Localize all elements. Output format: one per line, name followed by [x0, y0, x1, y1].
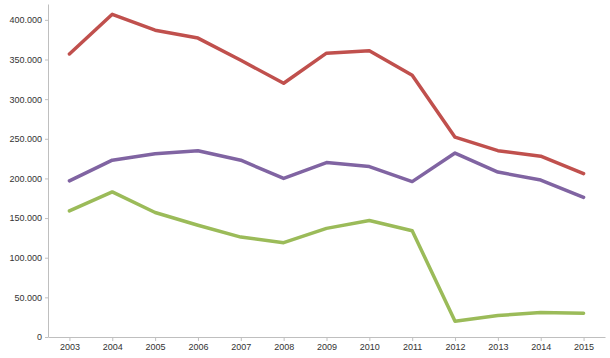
x-tick-label: 2014	[531, 342, 551, 352]
y-tick-mark	[45, 60, 48, 61]
x-tick-mark	[112, 337, 113, 341]
x-tick: 2007	[231, 337, 251, 352]
y-tick-label: 350.000	[9, 55, 42, 65]
x-tick-label: 2011	[403, 342, 422, 352]
x-tick: 2003	[60, 337, 80, 352]
x-tick-label: 2013	[488, 342, 508, 352]
y-tick-label: 200.000	[9, 174, 42, 184]
x-tick-mark	[498, 337, 499, 341]
x-tick: 2011	[403, 337, 422, 352]
series-line	[69, 151, 583, 198]
x-tick: 2010	[360, 337, 380, 352]
y-tick: 350.000	[9, 55, 48, 65]
y-axis: 0 50.000 100.000 150.000 200.000 250.000 300.0…	[9, 5, 48, 343]
x-tick: 2012	[446, 337, 466, 352]
y-tick: 150.000	[9, 213, 48, 223]
x-tick-label: 2004	[103, 342, 123, 352]
y-tick-label: 300.000	[9, 95, 42, 105]
x-tick-label: 2006	[188, 342, 208, 352]
x-tick: 2005	[146, 337, 166, 352]
chart: 0 50.000 100.000 150.000 200.000 250.000 300.0…	[0, 0, 610, 358]
plot-area	[69, 14, 583, 321]
x-tick-mark	[155, 337, 156, 341]
x-tick: 2004	[103, 337, 123, 352]
y-tick-mark	[45, 20, 48, 21]
x-tick-label: 2003	[60, 342, 80, 352]
series-line	[69, 192, 583, 321]
y-tick-label: 0	[37, 332, 42, 342]
y-tick-label: 50.000	[14, 293, 42, 303]
y-tick-label: 150.000	[9, 213, 42, 223]
y-tick: 400.000	[9, 15, 48, 25]
x-tick-label: 2015	[574, 342, 594, 352]
x-tick-label: 2010	[360, 342, 380, 352]
x-tick-mark	[69, 337, 70, 341]
series-line	[69, 14, 583, 173]
x-tick-label: 2007	[231, 342, 251, 352]
x-tick: 2014	[531, 337, 551, 352]
y-tick: 300.000	[9, 95, 48, 105]
y-tick: 50.000	[14, 293, 48, 303]
y-tick: 200.000	[9, 174, 48, 184]
y-tick-mark	[45, 297, 48, 298]
x-tick: 2015	[574, 337, 594, 352]
x-tick-mark	[327, 337, 328, 341]
x-tick-mark	[541, 337, 542, 341]
x-tick: 2006	[188, 337, 208, 352]
y-tick-label: 100.000	[9, 253, 42, 263]
y-tick: 250.000	[9, 134, 48, 144]
x-axis: 2003 2004 2005 2006 2007 2008 2009 2010 2011 2012…	[49, 337, 606, 352]
y-tick-mark	[45, 139, 48, 140]
x-tick-mark	[198, 337, 199, 341]
x-tick-label: 2012	[446, 342, 466, 352]
x-tick: 2008	[274, 337, 294, 352]
x-tick-mark	[584, 337, 585, 341]
x-tick: 2009	[317, 337, 337, 352]
x-tick-mark	[369, 337, 370, 341]
y-axis-line	[48, 5, 49, 338]
x-tick-mark	[241, 337, 242, 341]
x-tick-mark	[412, 337, 413, 341]
y-tick-mark	[45, 258, 48, 259]
y-tick-mark	[45, 178, 48, 179]
y-tick-mark	[45, 337, 48, 338]
x-tick-label: 2005	[146, 342, 166, 352]
x-tick-mark	[284, 337, 285, 341]
x-tick: 2013	[488, 337, 508, 352]
y-tick-mark	[45, 99, 48, 100]
x-tick-label: 2008	[274, 342, 294, 352]
y-tick: 100.000	[9, 253, 48, 263]
y-tick-label: 250.000	[9, 134, 42, 144]
y-tick-mark	[45, 218, 48, 219]
x-tick-label: 2009	[317, 342, 337, 352]
y-tick: 0	[37, 332, 48, 342]
y-tick-label: 400.000	[9, 15, 42, 25]
x-tick-mark	[455, 337, 456, 341]
